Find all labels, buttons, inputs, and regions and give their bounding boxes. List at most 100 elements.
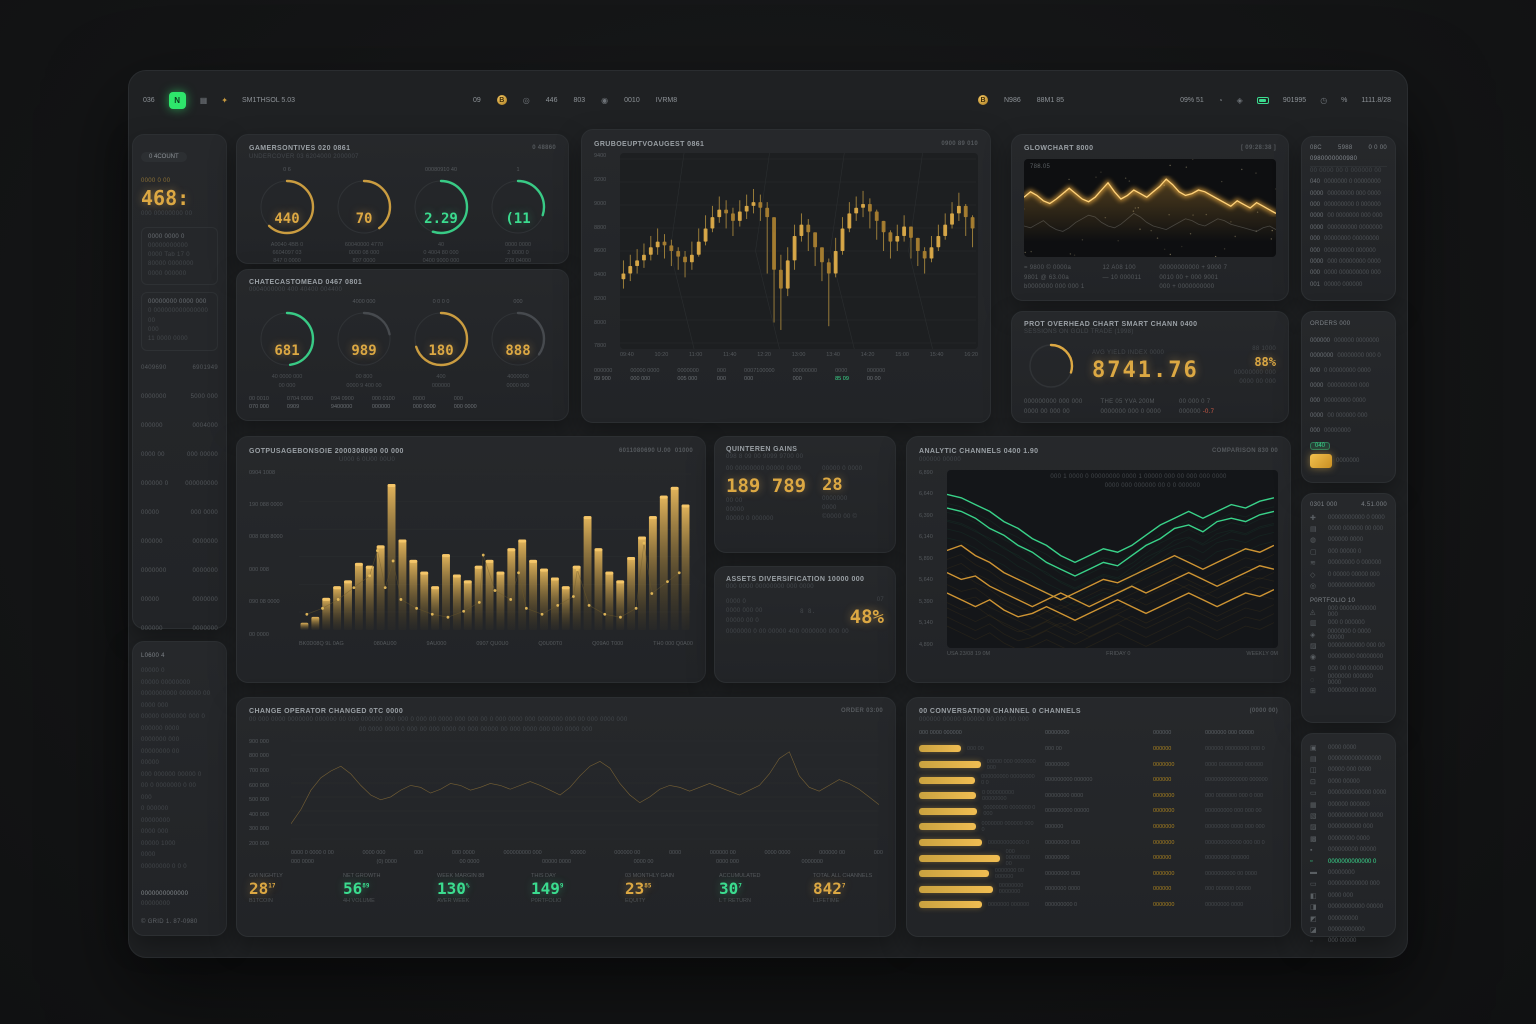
layout-row[interactable]: 00000 <box>141 760 160 767</box>
topbar-label[interactable]: 901995 <box>1282 96 1307 104</box>
table-row[interactable]: 0000000 000000 000000000 0 0000000 00000000… <box>919 897 1278 913</box>
sidebar-stat-row[interactable]: 000000 0004000 <box>141 423 218 452</box>
sidebar-stat-row[interactable]: 0409690 6901949 <box>141 365 218 394</box>
layout-row[interactable]: 0000000 000 <box>141 737 180 744</box>
table-row[interactable]: 0000000 00 000000 00000000 000 0000000 0000… <box>919 866 1278 882</box>
menu-row[interactable]: ▩ 00000000 0000 <box>1310 833 1387 844</box>
topbar-label[interactable]: SM1THSOL 5.03 <box>241 96 295 104</box>
topbar-icon[interactable]: ◔ <box>1217 95 1223 105</box>
sidebar-stat-row[interactable]: 00000 000 0000 <box>141 510 218 539</box>
order-row[interactable]: 000 00000000 0000 <box>1310 393 1387 408</box>
menu-row[interactable]: ▧ 000000000000 0000 <box>1310 810 1387 821</box>
order-row[interactable]: 000000 000000 0000000 <box>1310 333 1387 348</box>
card-header-value-2[interactable]: 01000 <box>674 448 693 454</box>
menu-row[interactable]: ▤ 0000 000000 00 000 <box>1310 523 1387 534</box>
menu-row[interactable]: ▥ 000 0 000000 <box>1310 617 1387 628</box>
panel-strong-row[interactable]: 0980000000980 <box>1310 155 1387 168</box>
watchlist-row[interactable]: 0000 000 00000000 0000 <box>1310 256 1387 267</box>
layout-row[interactable]: 00 0 0000000 0 00 <box>141 783 197 790</box>
brand-logo[interactable]: N <box>168 91 186 109</box>
menu-row[interactable]: ◎ 00000000000000 <box>1310 580 1387 591</box>
table-row[interactable]: 0 000000000 00000000 00000000 0000 0000000… <box>919 788 1278 804</box>
sidebar-stat-row[interactable]: 000000 0000000 <box>141 539 218 568</box>
watchlist-row[interactable]: 001 00000 000000 <box>1310 279 1387 290</box>
topbar-icon[interactable]: ◷ <box>1320 95 1328 105</box>
layout-row[interactable]: 0000 000 <box>141 702 169 709</box>
table-row[interactable]: 000000000000 0 00000000 000 0000000 0000000… <box>919 835 1278 851</box>
glow-area-plot[interactable]: 788.05 <box>1024 159 1276 258</box>
menu-row[interactable]: ⊡ 0000 00000 <box>1310 776 1387 787</box>
menu-row[interactable]: ▦ 000000 000000 <box>1310 799 1387 810</box>
watchlist-row[interactable]: 0000 00000000 000 0000 <box>1310 188 1387 199</box>
layout-row[interactable]: 000 <box>141 794 152 801</box>
watchlist-row[interactable]: 000 000000000 0 000000 <box>1310 199 1387 210</box>
table-row[interactable]: 00000000 0000000 0 000 000000000 00000 000… <box>919 804 1278 820</box>
watchlist-row[interactable]: 000 000000000 000000 <box>1310 245 1387 256</box>
header-item[interactable]: 5988 <box>1337 145 1353 151</box>
layout-row[interactable]: 00000 0000000 000 0 <box>141 714 206 721</box>
layout-row[interactable]: 0000 <box>141 852 156 859</box>
menu-row[interactable]: ◧ 0000 000 <box>1310 890 1387 901</box>
layout-row[interactable]: 00000000 <box>141 817 171 824</box>
sidebar-stat-row[interactable]: 000000 0000000 <box>141 626 218 655</box>
menu-row[interactable]: ▣ 0000 0000 <box>1310 742 1387 753</box>
margin-box[interactable]: 00000000 0000 000 0 000000000000000 00 00… <box>141 292 218 351</box>
menu-row[interactable]: ▨ 0000000000 000 <box>1310 822 1387 833</box>
sidebar-stat-row[interactable]: 0000000 5000 000 <box>141 394 218 423</box>
menu-row[interactable]: ◍ 000000 0000 <box>1310 535 1387 546</box>
sidebar-stat-row[interactable]: 00000 0000000 <box>141 597 218 626</box>
time-badge[interactable]: [ 09:28:38 ] <box>1241 145 1276 151</box>
table-row[interactable]: 000000000 00000000 0 0 000000000 000000 00… <box>919 772 1278 788</box>
menu-row[interactable]: ⊞ 000000000 00000 <box>1310 686 1387 697</box>
table-row[interactable]: 0000000 000000 000 0 000000 0000000 0000000… <box>919 819 1278 835</box>
coin-icon[interactable]: B <box>496 95 507 105</box>
layout-row[interactable]: 00000 00000000 <box>141 679 191 686</box>
menu-row[interactable]: ◨ 00000000000 00000 <box>1310 901 1387 912</box>
menu-row[interactable]: ◇ 0 00000 00000 000 <box>1310 569 1387 580</box>
menu-row[interactable]: ▤ 0000000000000000 <box>1310 753 1387 764</box>
menu-row[interactable]: ◪ 00000000000 <box>1310 924 1387 935</box>
sidebar-footer-strong[interactable]: 0000000000000 <box>141 891 189 898</box>
topbar-icon[interactable]: ◉ <box>601 95 609 105</box>
layout-row[interactable]: 0000000000 000000 00 <box>141 691 211 698</box>
limits-box[interactable]: 0000 0000 0 00000000000 0000 Tab 17 0 8000… <box>141 226 218 286</box>
header-item[interactable]: 08C <box>1310 145 1322 151</box>
topbar-label[interactable]: 803 <box>573 96 586 104</box>
gold-swatch[interactable] <box>1310 453 1332 468</box>
order-row[interactable]: 0000000 00000000 000 0 <box>1310 348 1387 363</box>
order-row[interactable]: 0000 000000000 000 <box>1310 378 1387 393</box>
menu-row[interactable]: ≋ 00000000 0 000000 <box>1310 558 1387 569</box>
sidebar-stat-row[interactable]: 0000 00 000 00000 <box>141 452 218 481</box>
layout-row[interactable]: 00000000 00 <box>141 748 180 755</box>
table-row[interactable]: 00000000 0000000 0000000 0000 000000 000 00… <box>919 882 1278 898</box>
menu-row[interactable]: ▭ 0000000000000 0000 <box>1310 788 1387 799</box>
menu-row[interactable]: ▫ 000 00000 <box>1310 936 1387 947</box>
table-row[interactable]: 00000 000 0000000 000 00000000 0000000 0000… <box>919 757 1278 773</box>
layout-row[interactable]: 0000 000 <box>141 829 169 836</box>
topbar-label[interactable]: 036 <box>143 96 155 104</box>
topbar-label[interactable]: 446 <box>545 96 558 104</box>
spectrum-plot[interactable] <box>291 739 883 847</box>
menu-row[interactable]: ◌ 0000000 000000 0000 <box>1310 674 1387 686</box>
line-chart-plot[interactable]: 000 1 0000 0 00000000 0000 1 00000 000 0… <box>947 469 1278 648</box>
watchlist-row[interactable]: 0000 00 0000000 000 000 <box>1310 211 1387 222</box>
topbar-label[interactable]: 09% 51 <box>1180 96 1204 104</box>
account-pill[interactable]: 0 4COUNT <box>141 152 187 162</box>
layout-row[interactable]: 0 000000 <box>141 806 169 813</box>
menu-row[interactable]: ◈ 0000000 0 0000 00000 <box>1310 629 1387 641</box>
menu-row[interactable]: ◩ 000000000 <box>1310 913 1387 924</box>
grid-icon[interactable]: ▦ <box>199 95 208 105</box>
menu-row[interactable]: ▫ 0000000000000 0 <box>1310 856 1387 867</box>
order-row[interactable]: 0000000 <box>1310 453 1387 468</box>
layout-row[interactable]: 00000 1000 <box>141 840 176 847</box>
menu-row[interactable]: ▢ 000 00000 0 <box>1310 546 1387 557</box>
menu-row[interactable]: ▪ 000000000 00000 <box>1310 845 1387 856</box>
topbar-label[interactable]: % <box>1341 96 1348 104</box>
order-row[interactable]: 040 <box>1310 438 1387 453</box>
layout-row[interactable]: 000 000000 00000 0 <box>141 771 202 778</box>
menu-row[interactable]: ▭ 000000000000 000 <box>1310 879 1387 890</box>
layout-row[interactable]: 00000000 0 0 0 <box>141 863 187 870</box>
layout-row[interactable]: 00000 0 <box>141 668 165 675</box>
menu-row[interactable]: ◉ 00000000 00000000 <box>1310 652 1387 663</box>
candlestick-plot[interactable] <box>620 153 978 350</box>
